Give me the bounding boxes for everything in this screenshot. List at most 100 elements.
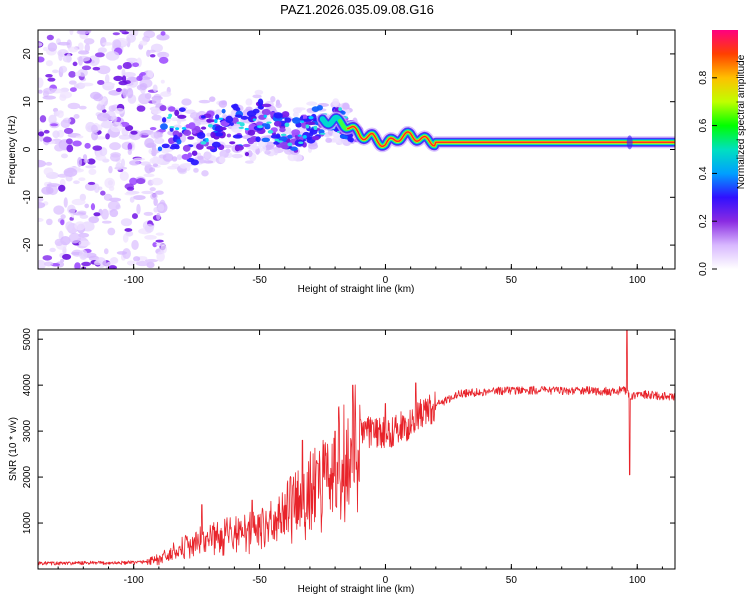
heatmap-cell <box>225 115 234 124</box>
heatmap-cell <box>156 33 170 41</box>
heatmap-cell <box>160 91 172 97</box>
heatmap-cell <box>38 131 45 137</box>
heatmap-cell <box>131 239 139 250</box>
heatmap-cell <box>72 140 82 147</box>
colorbar-label: Normalized spectral amplitude <box>736 54 747 189</box>
heatmap-cell <box>103 193 113 201</box>
heatmap-cell <box>151 107 162 115</box>
heatmap-cell <box>196 132 206 139</box>
heatmap-cell <box>60 219 65 226</box>
heatmap-cell <box>38 89 43 94</box>
heatmap-cell <box>126 260 136 266</box>
heatmap-cell <box>242 143 251 148</box>
heatmap-cell <box>97 80 105 86</box>
heatmap-cell <box>173 124 182 129</box>
heatmap-cell <box>252 94 262 99</box>
heatmap-cell <box>45 60 53 67</box>
heatmap-cell <box>306 101 318 106</box>
heatmap-cell <box>68 80 77 85</box>
snr-y-tick-label: 1000 <box>22 511 33 534</box>
heatmap-cell <box>127 142 133 151</box>
colorbar-tick-label: 0.8 <box>698 70 709 84</box>
heatmap-cell <box>274 138 280 142</box>
heatmap-cell <box>161 143 170 149</box>
figure-title: PAZ1.2026.035.09.08.G16 <box>280 2 434 17</box>
heatmap-cell <box>218 100 228 108</box>
heatmap-cell <box>73 113 80 119</box>
heatmap-cell <box>204 151 212 160</box>
heatmap-cell <box>43 129 50 134</box>
heatmap-cell <box>81 65 92 71</box>
spectrogram-x-tick-label: 50 <box>506 275 518 286</box>
snr-panel: -100 -50 0 50 100 1000 2000 3000 4000 5000 Height… <box>8 328 676 595</box>
heatmap-cell <box>626 135 633 150</box>
heatmap-cell <box>56 110 64 114</box>
heatmap-cell <box>101 109 107 113</box>
heatmap-cell <box>62 55 72 63</box>
heatmap-cell <box>85 165 97 169</box>
heatmap-cell <box>152 84 158 93</box>
spectrogram-y-tick-label: 0 <box>22 146 33 152</box>
heatmap-cell <box>65 138 73 145</box>
heatmap-cell <box>102 42 114 46</box>
heatmap-cell <box>144 223 154 233</box>
heatmap-cell <box>197 155 204 161</box>
heatmap-cell <box>105 133 110 140</box>
heatmap-cell <box>188 122 196 130</box>
heatmap-cell <box>88 168 97 175</box>
heatmap-cell <box>144 234 157 240</box>
heatmap-cell <box>261 108 271 116</box>
heatmap-cell <box>124 192 136 196</box>
heatmap-cell <box>218 156 226 164</box>
heatmap-cell <box>215 114 220 120</box>
heatmap-cell <box>231 125 243 133</box>
heatmap-cell <box>114 107 125 115</box>
heatmap-cell <box>287 142 293 147</box>
heatmap-cell <box>277 136 288 142</box>
heatmap-cell <box>133 157 146 161</box>
heatmap-cell <box>77 50 90 55</box>
heatmap-cell <box>207 123 214 128</box>
heatmap-cell <box>96 124 103 131</box>
heatmap-cell <box>119 171 129 181</box>
heatmap-cell <box>107 200 121 211</box>
heatmap-cell <box>206 145 215 150</box>
heatmap-cell <box>124 228 133 232</box>
heatmap-cell <box>231 153 243 159</box>
heatmap-band <box>346 125 675 148</box>
heatmap-cell <box>87 181 96 185</box>
heatmap-cell <box>43 87 56 95</box>
colorbar: 0.0 0.2 0.4 0.6 0.8 Normalized spectral ampl… <box>698 30 747 276</box>
heatmap-cell <box>38 42 43 47</box>
heatmap-cell <box>191 150 198 156</box>
heatmap-cell <box>96 103 102 111</box>
heatmap-cell <box>252 118 257 121</box>
heatmap-cell <box>101 120 114 129</box>
heatmap-cell <box>166 116 172 119</box>
snr-y-tick-label: 3000 <box>22 420 33 443</box>
heatmap-cell <box>104 177 115 189</box>
heatmap-cell <box>68 46 79 53</box>
heatmap-cell <box>103 82 116 87</box>
snr-y-tick-label: 5000 <box>22 328 33 351</box>
heatmap-cell <box>263 114 267 118</box>
heatmap-cell <box>49 247 56 253</box>
heatmap-cell <box>281 111 290 118</box>
heatmap-cell <box>45 74 53 78</box>
heatmap-cell <box>153 207 159 213</box>
heatmap-cell <box>74 221 86 231</box>
heatmap-cell <box>287 134 293 139</box>
heatmap-cell <box>147 70 154 79</box>
heatmap-cell <box>115 162 123 171</box>
heatmap-cell <box>104 74 110 84</box>
heatmap-cell <box>193 167 199 173</box>
heatmap-cell <box>57 41 71 46</box>
heatmap-cell <box>342 102 350 110</box>
heatmap-cell <box>52 130 60 139</box>
heatmap-cell <box>75 135 84 139</box>
heatmap-cell <box>110 256 118 264</box>
heatmap-cell <box>200 141 207 145</box>
heatmap-cell <box>121 88 129 96</box>
heatmap-cell <box>179 163 189 169</box>
heatmap-cell <box>214 132 224 137</box>
